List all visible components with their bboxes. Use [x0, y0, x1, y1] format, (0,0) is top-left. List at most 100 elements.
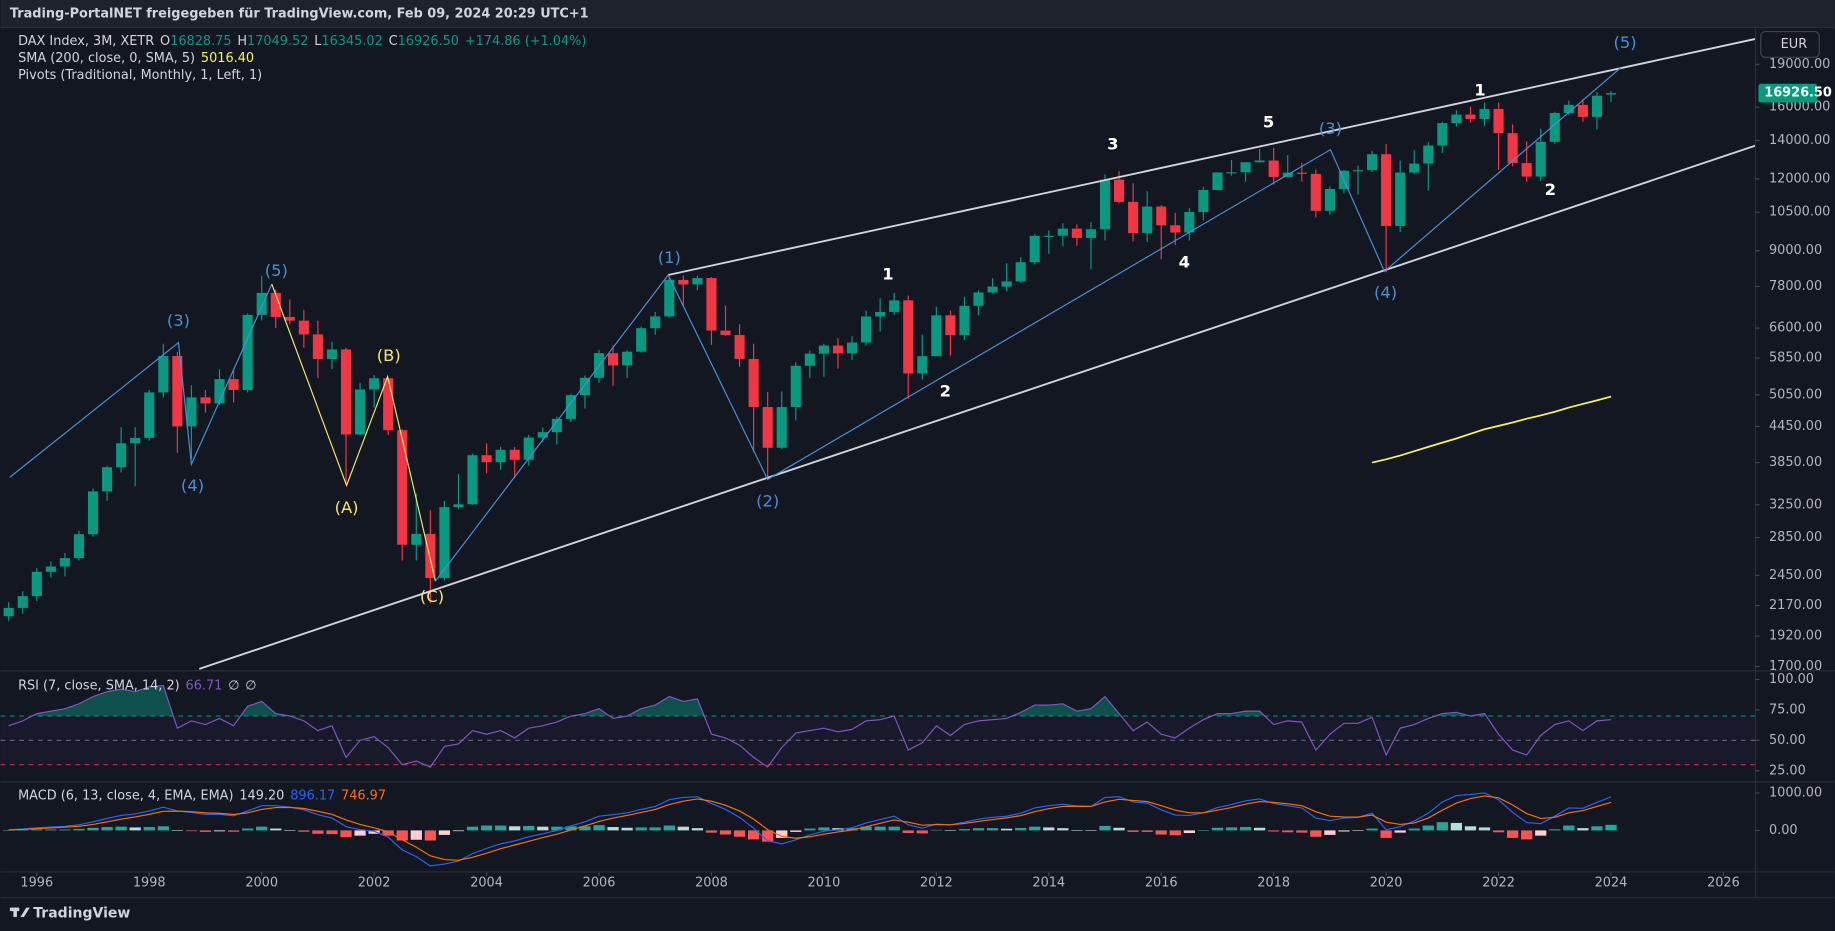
macd-histogram-bar — [1183, 830, 1195, 834]
macd-histogram-bar — [1408, 828, 1420, 831]
x-tick-label: 2016 — [1145, 876, 1178, 891]
macd-histogram-bar — [157, 826, 169, 831]
candle-body — [706, 278, 717, 331]
candle-body — [1029, 235, 1040, 263]
macd-histogram-bar — [87, 827, 99, 831]
macd-histogram-bar — [396, 830, 408, 841]
legend-value: 16828.75 — [170, 33, 231, 48]
candle-body — [734, 335, 745, 359]
macd-histogram-bar — [495, 825, 507, 831]
y-tick-label: 1700.00 — [1769, 659, 1822, 674]
y-tick-label: 50.00 — [1769, 733, 1806, 748]
macd-histogram-bar — [1015, 827, 1027, 831]
candle-body — [1310, 173, 1321, 211]
candle-body — [326, 349, 338, 360]
macd-histogram-bar — [59, 829, 71, 831]
macd-histogram-bar — [1155, 830, 1167, 835]
candle-body — [565, 395, 576, 419]
macd-histogram-bar — [846, 828, 858, 831]
macd-histogram-bar — [101, 827, 113, 831]
candle-body — [1535, 141, 1546, 177]
candle-body — [917, 356, 928, 374]
macd-histogram-bar — [1605, 824, 1617, 831]
wave-label: 5 — [1263, 112, 1274, 131]
brand-name: TradingView — [33, 905, 130, 921]
candle-body — [551, 418, 562, 433]
candle-body — [1451, 114, 1462, 124]
candle-body — [397, 430, 408, 545]
macd-histogram-bar — [452, 830, 465, 832]
brand-logo — [9, 907, 30, 917]
wave-label: 3 — [1107, 134, 1118, 153]
macd-histogram-bar — [874, 826, 886, 831]
wave-label: (C) — [420, 587, 444, 606]
macd-histogram-bar — [1043, 827, 1055, 831]
macd-histogram-bar — [986, 828, 999, 831]
macd-histogram-bar — [1324, 830, 1336, 835]
legend-value: DAX Index, 3M, XETR — [18, 33, 154, 48]
macd-histogram-bar — [579, 826, 591, 831]
macd-histogram-bar — [691, 828, 704, 831]
currency-button[interactable] — [1760, 30, 1820, 58]
macd-histogram-bar — [129, 827, 141, 831]
macd-histogram-bar — [45, 829, 57, 831]
candle-body — [903, 300, 914, 374]
candle-body — [1563, 104, 1574, 114]
y-tick-label: 3850.00 — [1769, 455, 1822, 470]
candle-body — [1057, 228, 1068, 236]
wave-label: (3) — [167, 311, 190, 330]
legend-value: 66.71 — [186, 678, 223, 693]
macd-histogram-bar — [916, 830, 928, 834]
macd-histogram-bar — [1113, 827, 1125, 831]
candle-body — [509, 449, 520, 460]
macd-histogram-bar — [1563, 825, 1575, 831]
candle-body — [17, 596, 28, 608]
x-tick-label: 2018 — [1257, 876, 1290, 891]
candle-body — [1001, 281, 1012, 287]
macd-histogram-bar — [607, 827, 619, 831]
legend-row: DAX Index, 3M, XETR O16828.75 H17049.52 L16… — [18, 33, 586, 48]
candle-body — [144, 392, 155, 438]
macd-histogram-bar — [649, 827, 661, 831]
candle-body — [425, 533, 436, 579]
wave-label: 2 — [1545, 180, 1556, 199]
candle-body — [1381, 154, 1392, 227]
candle-body — [790, 365, 801, 408]
x-tick-label: 2004 — [470, 876, 503, 891]
wave-label: (4) — [1374, 283, 1397, 302]
macd-histogram-bar — [270, 828, 282, 831]
macd-histogram-bar — [256, 826, 268, 831]
sma-line — [1371, 395, 1612, 464]
macd-histogram-bar — [199, 830, 212, 832]
macd-histogram-bar — [1085, 830, 1097, 831]
candle-body — [959, 305, 970, 336]
macd-histogram-bar — [776, 830, 788, 838]
candle-body — [1352, 170, 1364, 172]
candle-body — [1099, 179, 1111, 230]
candle-body — [818, 345, 829, 354]
wave-label: 2 — [940, 381, 951, 400]
macd-histogram-bar — [1492, 830, 1505, 833]
candle-body — [1184, 211, 1195, 233]
macd-histogram-bar — [1225, 827, 1238, 831]
candle-body — [1479, 108, 1490, 119]
candle-body — [439, 507, 450, 579]
candle-body — [776, 407, 787, 448]
macd-histogram-bar — [466, 826, 479, 831]
macd-histogram-bar — [1521, 830, 1533, 840]
legend-key: H — [237, 33, 247, 48]
candle-body — [200, 397, 211, 404]
macd-histogram-bar — [1211, 827, 1224, 831]
legend-row: RSI (7, close, SMA, 14, 2) 66.71 ∅ ∅ — [18, 678, 256, 693]
macd-histogram-bar — [1000, 828, 1013, 831]
macd-histogram-bar — [1169, 830, 1181, 836]
macd-histogram-bar — [227, 830, 240, 832]
legend-value: ∅ — [245, 678, 256, 693]
x-tick-label: 1998 — [133, 876, 166, 891]
candle-body — [692, 278, 703, 285]
y-tick-label: 16000.00 — [1769, 100, 1830, 115]
candle-body — [1156, 206, 1167, 226]
trend-line — [271, 283, 436, 582]
macd-histogram-bar — [312, 830, 324, 834]
macd-histogram-bar — [31, 829, 43, 831]
